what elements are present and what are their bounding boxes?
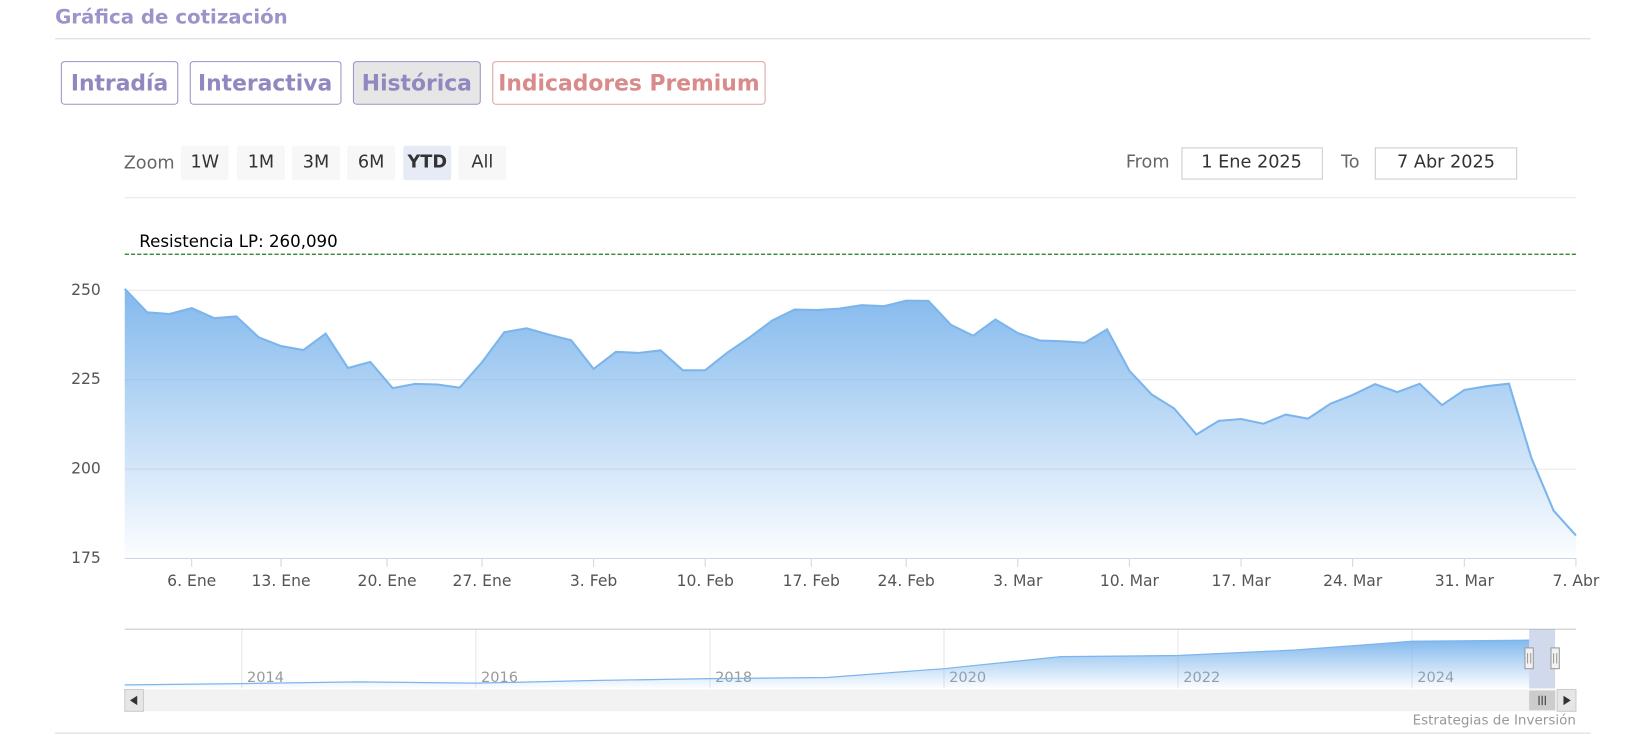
nav-handle[interactable] xyxy=(1524,647,1534,670)
x-tick-label: 3. Feb xyxy=(570,572,618,590)
to-input[interactable] xyxy=(1374,147,1518,180)
handle-grip xyxy=(1553,653,1558,664)
from-value[interactable]: 1 Ene 2025 xyxy=(1201,152,1302,172)
from-input[interactable] xyxy=(1181,147,1323,180)
x-tick-label: 24. Mar xyxy=(1323,572,1383,590)
area xyxy=(124,640,1530,689)
tab-active[interactable] xyxy=(352,61,481,105)
line xyxy=(123,288,1577,537)
x-tick-label: 31. Mar xyxy=(1435,572,1495,590)
zoom-button-label[interactable]: 6M xyxy=(358,152,384,172)
tab-label[interactable]: Interactiva xyxy=(198,71,332,96)
zoom-button[interactable] xyxy=(237,145,285,181)
line xyxy=(124,639,1530,686)
tab-label[interactable]: Indicadores Premium xyxy=(498,71,759,96)
y-tick-label: 175 xyxy=(71,549,101,567)
zoom-button[interactable] xyxy=(292,145,340,181)
tab-label[interactable]: Histórica xyxy=(362,71,472,96)
x-tick-label: 7. Abr xyxy=(1553,572,1600,590)
tab[interactable] xyxy=(492,61,766,105)
zoom-label: Zoom xyxy=(124,153,175,173)
to-label: To xyxy=(1340,152,1360,172)
from-label: From xyxy=(1126,152,1170,172)
zoom-button-label[interactable]: 3M xyxy=(303,152,329,172)
x-tick-label: 13. Ene xyxy=(252,572,311,590)
zoom-button-label[interactable]: YTD xyxy=(407,152,448,172)
x-tick-label: 10. Feb xyxy=(677,572,734,590)
x-tick-label: 17. Feb xyxy=(783,572,840,590)
arrow xyxy=(1563,695,1571,706)
y-tick-label: 250 xyxy=(71,281,101,299)
area xyxy=(124,288,1576,559)
scrollbar[interactable] xyxy=(124,689,1576,712)
x-tick-label: 27. Ene xyxy=(452,572,511,590)
tab[interactable] xyxy=(189,61,342,105)
handle-grip xyxy=(1527,653,1532,664)
arrow xyxy=(129,695,138,706)
x-tick-label: 6. Ene xyxy=(167,572,216,590)
x-tick-label: 24. Feb xyxy=(878,572,935,590)
zoom-button-label[interactable]: 1M xyxy=(248,152,274,172)
nav-tick-label: 2016 xyxy=(481,669,518,686)
zoom-button[interactable] xyxy=(403,145,452,181)
tab-label[interactable]: Intradía xyxy=(71,71,168,96)
x-tick-label: 17. Mar xyxy=(1211,572,1271,590)
nav-tick-label: 2014 xyxy=(247,669,284,686)
nav-handle[interactable] xyxy=(1550,647,1560,670)
credit: Estrategias de Inversión xyxy=(1413,713,1576,729)
zoom-button[interactable] xyxy=(347,145,396,181)
thumb-grip xyxy=(1538,695,1546,706)
section-title: Gráfica de cotización xyxy=(55,5,288,28)
x-tick-label: 10. Mar xyxy=(1100,572,1160,590)
zoom-button-label[interactable]: All xyxy=(471,152,493,172)
zoom-button[interactable] xyxy=(180,145,229,181)
to-value[interactable]: 7 Abr 2025 xyxy=(1397,152,1495,172)
x-tick-label: 20. Ene xyxy=(358,572,417,590)
resistance-label: Resistencia LP: 260,090 xyxy=(139,232,337,251)
y-tick-label: 200 xyxy=(71,460,101,478)
zoom-button-label[interactable]: 1W xyxy=(190,152,219,172)
tab[interactable] xyxy=(60,61,179,105)
zoom-button[interactable] xyxy=(458,145,507,181)
y-tick-label: 225 xyxy=(71,370,101,388)
x-tick-label: 3. Mar xyxy=(993,572,1043,590)
